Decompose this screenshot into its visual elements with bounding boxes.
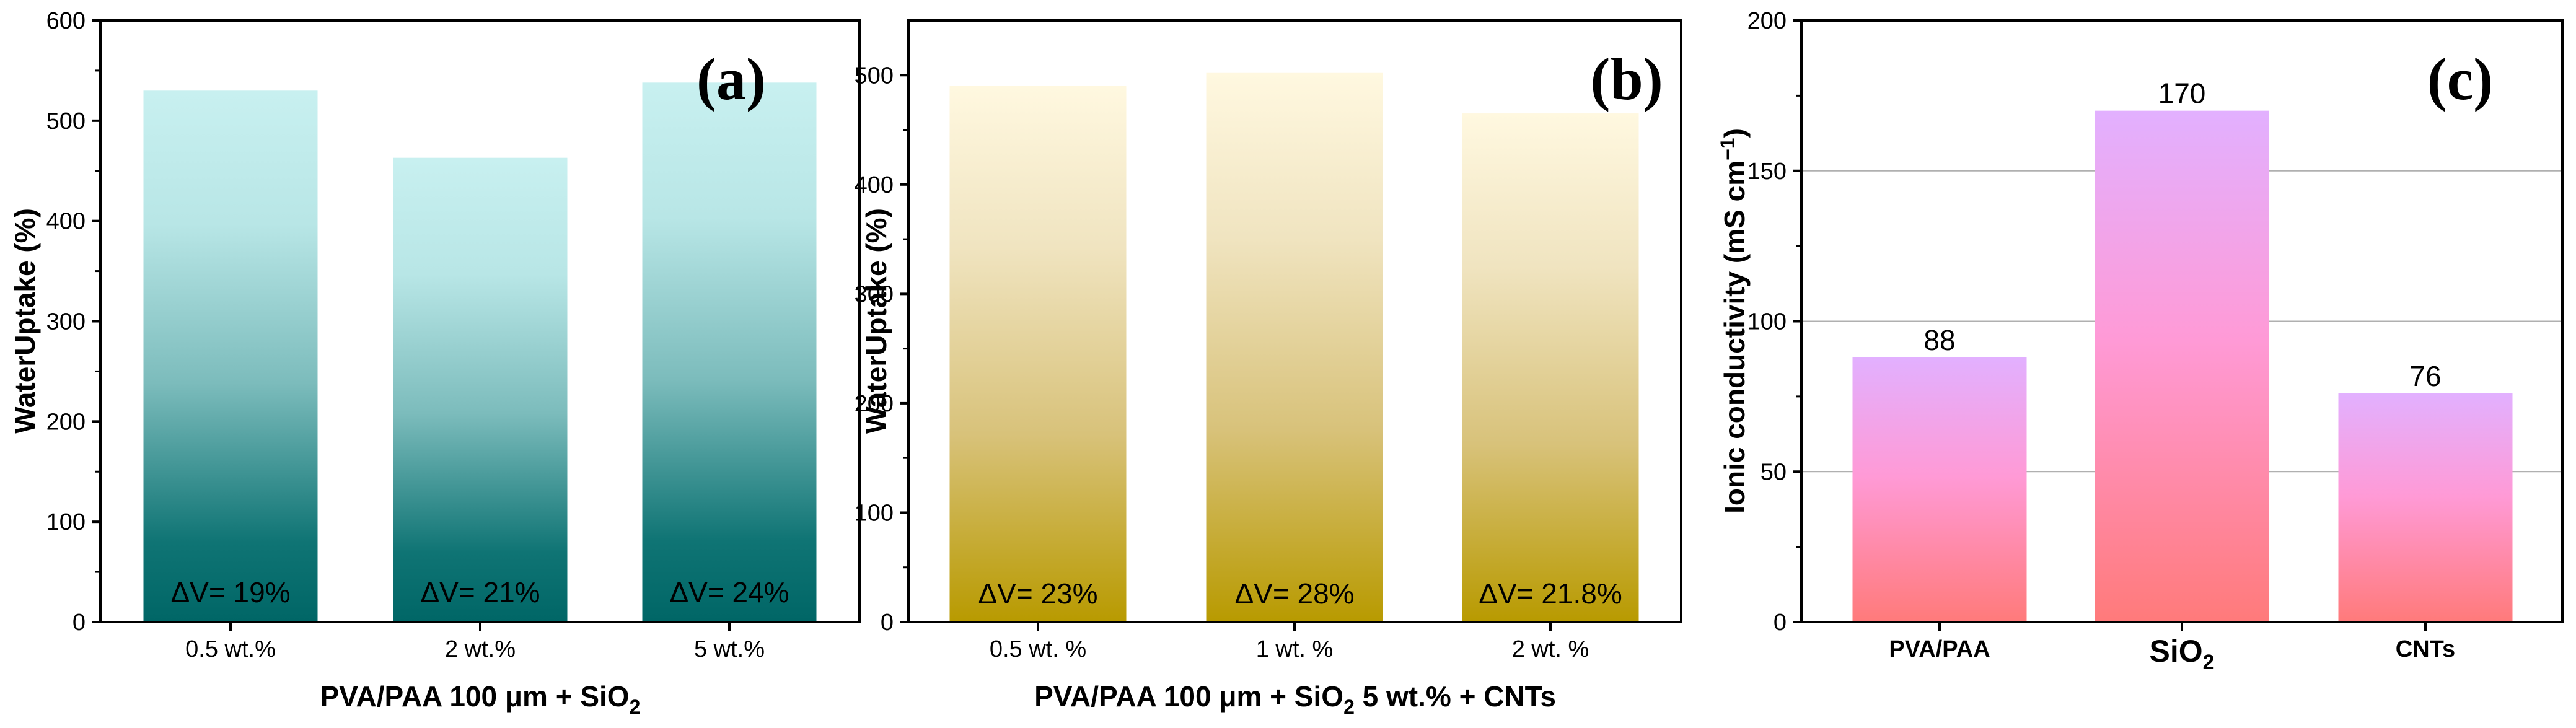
panel-a-bar <box>143 90 318 623</box>
panel-a: 0 100 200 300 400 500 600 0.5 wt.% 2 wt.% 5 wt.%… <box>9 8 861 718</box>
panel-c-bar <box>2095 110 2269 622</box>
panel-c-x-tick-label-main: SiO <box>2149 634 2202 669</box>
panel-a-y-tick-label: 500 <box>46 108 86 134</box>
panel-c-y-tick-label: 200 <box>1747 8 1787 34</box>
panel-a-y-tick-label: 200 <box>46 409 86 435</box>
panel-b-label: (b) <box>1590 46 1663 112</box>
panel-b-y-tick-label: 500 <box>855 63 894 89</box>
panel-c-x-tick-label: SiO2 <box>2149 634 2214 674</box>
panel-c-value-label: 88 <box>1923 324 1955 356</box>
panel-b-bar <box>949 86 1127 623</box>
panel-b-y-tick-label: 400 <box>855 172 894 198</box>
panel-b-y-tick-label: 100 <box>855 500 894 526</box>
panel-a-y-axis-title: WaterUptake (%) <box>9 208 41 434</box>
panel-a-bar <box>642 82 817 622</box>
panel-c-x-tick-label: CNTs <box>2396 636 2455 662</box>
panel-b-bar-annotation: ΔV= 28% <box>1234 577 1354 610</box>
panel-c-bar <box>1852 357 2027 622</box>
panel-c-y-tick-label: 50 <box>1761 459 1787 485</box>
panel-a-label: (a) <box>697 46 766 112</box>
panel-b-x-axis-title-main: PVA/PAA 100 μm + SiO <box>1034 680 1343 713</box>
panel-c-y-axis-title-tail: ) <box>1718 128 1751 138</box>
panel-a-x-tick-label: 2 wt.% <box>445 636 516 662</box>
panel-b-y-tick-label: 300 <box>855 281 894 307</box>
panel-a-y-tick-label: 0 <box>73 610 86 636</box>
panel-a-bar-annotation: ΔV= 24% <box>669 576 789 608</box>
panel-b-bar-annotation: ΔV= 21.8% <box>1479 577 1622 610</box>
panel-b-x-tick-label: 0.5 wt. % <box>990 636 1086 662</box>
panel-b-bar <box>1206 72 1383 622</box>
panel-c-value-label: 170 <box>2158 77 2206 110</box>
panel-c-x-tick-label-sub: 2 <box>2203 651 2215 674</box>
panel-c-y-axis-title-main: Ionic conductivity (mS cm <box>1718 160 1751 514</box>
panel-b-bar-annotation: ΔV= 23% <box>978 577 1097 610</box>
panel-a-y-tick-label: 400 <box>46 209 86 235</box>
panel-c-y-tick-label: 0 <box>1774 610 1787 636</box>
panel-a-bar <box>393 157 568 622</box>
panel-b-y-tick-label: 0 <box>881 610 894 636</box>
panel-a-y-tick-label: 300 <box>46 309 86 335</box>
panel-a-bar-annotation: ΔV= 21% <box>420 576 540 608</box>
panel-b: 0 100 200 300 400 500 0.5 wt. % 1 wt. % 2 wt. %… <box>855 19 1682 718</box>
panel-a-x-axis-title-sub: 2 <box>630 696 641 718</box>
panel-c-y-axis-title-sup: −1 <box>1717 138 1739 160</box>
panel-a-x-tick-label: 0.5 wt.% <box>185 636 276 662</box>
panel-a-x-tick-label: 5 wt.% <box>694 636 765 662</box>
panel-b-x-tick-label: 2 wt. % <box>1512 636 1589 662</box>
panel-c-y-axis-title: Ionic conductivity (mS cm−1) <box>1717 128 1751 514</box>
panel-b-y-axis-title: WaterUptake (%) <box>860 208 892 434</box>
panel-b-x-axis-title-tail: 5 wt.% + CNTs <box>1355 680 1556 713</box>
panel-c: 0 50 100 150 200 PVA/PAA SiO2 CNTs 88 170 76 (c)… <box>1717 8 2564 674</box>
panel-b-bar <box>1462 113 1639 623</box>
panel-a-y-tick-label: 600 <box>46 8 86 34</box>
panel-b-x-tick-label: 1 wt. % <box>1256 636 1334 662</box>
panel-c-label: (c) <box>2427 46 2494 112</box>
panel-a-bar-annotation: ΔV= 19% <box>170 576 290 608</box>
panel-c-value-label: 76 <box>2409 360 2441 392</box>
panel-b-y-tick-label: 200 <box>855 391 894 417</box>
panel-c-x-tick-label: PVA/PAA <box>1889 636 1990 662</box>
panel-a-x-axis-title-main: PVA/PAA 100 μm + SiO <box>320 680 630 713</box>
panel-c-bar <box>2338 393 2513 622</box>
panel-c-y-tick-label: 150 <box>1747 159 1787 185</box>
panel-b-x-axis-title: PVA/PAA 100 μm + SiO2 5 wt.% + CNTs <box>1034 680 1556 718</box>
panel-c-y-tick-label: 100 <box>1747 309 1787 335</box>
panel-a-x-axis-title: PVA/PAA 100 μm + SiO2 <box>320 680 641 718</box>
panel-b-x-axis-title-sub: 2 <box>1343 696 1355 718</box>
panel-a-y-tick-label: 100 <box>46 509 86 535</box>
